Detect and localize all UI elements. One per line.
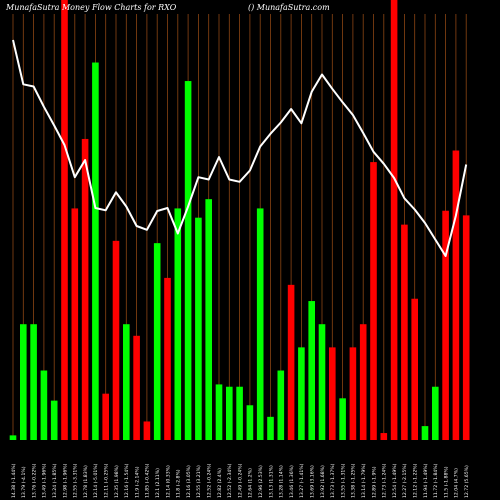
x-tick-label: 13.79 (-4.1%) bbox=[21, 466, 27, 498]
volume-bar bbox=[442, 210, 449, 440]
x-tick-label: 11.9 (-2.14%) bbox=[134, 466, 140, 498]
volume-bar bbox=[287, 284, 295, 440]
volume-bar bbox=[174, 208, 182, 440]
volume-bar bbox=[359, 324, 367, 440]
x-tick-label: 11.5 (-1.88%) bbox=[443, 466, 449, 498]
x-tick-label: 13.28 (1.14%) bbox=[279, 465, 285, 498]
volume-bar bbox=[205, 199, 212, 440]
site-credit: () MunafaSutra.com bbox=[248, 3, 330, 12]
volume-bar bbox=[81, 138, 89, 440]
x-tick-label: 13.46 (1.36%) bbox=[289, 465, 295, 498]
x-tick-label: 12.89 (-1.9%) bbox=[371, 466, 377, 498]
x-tick-label: 12.55 (-3.31%) bbox=[73, 463, 79, 498]
x-tick-label: 12.82 (2.4%) bbox=[217, 468, 223, 498]
price-line bbox=[12, 39, 468, 257]
x-tick-label: 12.98 (-1.96%) bbox=[62, 463, 68, 498]
x-tick-label: 11.94 (-1.49%) bbox=[423, 463, 429, 498]
x-tick-label: 12.78 (1.83%) bbox=[83, 465, 89, 498]
x-tick-labels: 14.38 (-1.44%) 13.79 (-4.1%) 13.76 (-0.22%… bbox=[11, 463, 470, 498]
volume-bar bbox=[30, 324, 37, 440]
x-tick-label: 13.13 (1.31%) bbox=[268, 465, 274, 498]
x-tick-label: 13.49 (-1.96%) bbox=[42, 463, 48, 498]
volume-bar bbox=[339, 398, 346, 440]
volume-bar bbox=[184, 81, 192, 440]
x-tick-label: 12.16 (3.05%) bbox=[186, 465, 192, 498]
volume-bar bbox=[123, 324, 130, 440]
volume-bar bbox=[432, 386, 439, 440]
volume-bar bbox=[411, 298, 418, 440]
volume-bar bbox=[236, 386, 243, 440]
volume-bar bbox=[298, 347, 305, 440]
x-tick-label: 11.72 (-1.84%) bbox=[433, 463, 439, 498]
volume-bar bbox=[329, 347, 336, 440]
x-tick-label: 13.55 (-1.31%) bbox=[340, 463, 346, 498]
volume-bar bbox=[380, 433, 388, 440]
volume-bar bbox=[61, 0, 68, 440]
volume-bar bbox=[370, 162, 377, 440]
volume-bars bbox=[9, 0, 470, 441]
volume-bar bbox=[421, 426, 429, 440]
volume-bar bbox=[40, 370, 48, 440]
chart-title: MunafaSutra Money Flow Charts for RXO bbox=[5, 3, 177, 12]
volume-bar bbox=[462, 215, 470, 440]
volume-bar bbox=[215, 384, 223, 440]
volume-bar bbox=[308, 301, 315, 440]
volume-bar bbox=[20, 324, 27, 440]
volume-bar bbox=[133, 335, 140, 440]
volume-bar bbox=[92, 62, 99, 441]
volume-bar bbox=[102, 393, 109, 440]
x-tick-label: 12.04 (4.7%) bbox=[454, 468, 460, 498]
x-tick-label: 13.38 (-1.25%) bbox=[351, 463, 357, 498]
x-tick-label: 12.35 (1.98%) bbox=[114, 465, 120, 498]
x-tick-label: 12.73 (-1.24%) bbox=[382, 463, 388, 498]
x-tick-label: 13.92 (1.68%) bbox=[320, 465, 326, 498]
volume-bar bbox=[277, 370, 285, 440]
x-tick-label: 12.52 (-2.34%) bbox=[227, 463, 233, 498]
x-tick-label: 11.85 (-0.42%) bbox=[145, 463, 151, 498]
x-tick-label: 12.52 (-0.24%) bbox=[207, 463, 213, 498]
volume-bar bbox=[267, 416, 274, 440]
volume-bar bbox=[401, 224, 408, 440]
x-tick-label: 11.8 (-2.8%) bbox=[176, 469, 182, 498]
x-tick-label: 12.72 (5.65%) bbox=[464, 465, 470, 498]
x-tick-label: 12.54 (-1.49%) bbox=[392, 463, 398, 498]
volume-bar bbox=[112, 240, 120, 440]
volume-bar bbox=[164, 277, 171, 440]
x-tick-label: 13.69 (3.16%) bbox=[310, 465, 316, 498]
x-tick-label: 14.38 (-1.44%) bbox=[11, 463, 17, 498]
x-tick-label: 13.14 (-1.79%) bbox=[361, 463, 367, 498]
x-tick-label: 12.12 (-1.22%) bbox=[413, 463, 419, 498]
volume-bar bbox=[50, 400, 58, 440]
x-tick-label: 13.27 (-1.41%) bbox=[299, 463, 305, 498]
x-tick-label: 12.11 (-0.25%) bbox=[104, 463, 110, 498]
volume-bar bbox=[452, 150, 460, 441]
volume-bar bbox=[246, 405, 254, 440]
volume-bar bbox=[143, 421, 151, 440]
volume-bar bbox=[349, 347, 357, 440]
volume-bar bbox=[226, 386, 233, 440]
volume-bar bbox=[256, 208, 264, 440]
x-tick-label: 12.64 (1.2%) bbox=[248, 468, 254, 498]
x-tick-label: 13.73 (-1.37%) bbox=[330, 463, 336, 498]
volume-bar bbox=[71, 208, 79, 440]
x-tick-label: 12.49 (-0.24%) bbox=[237, 463, 243, 498]
x-tick-label: 12.96 (2.53%) bbox=[258, 465, 264, 498]
volume-bar bbox=[9, 435, 17, 440]
volume-bar bbox=[153, 243, 161, 440]
x-tick-label: 12.14 (-5.01%) bbox=[93, 463, 99, 498]
x-tick-label: 12.1 (2.11%) bbox=[155, 468, 161, 498]
volume-bar bbox=[195, 217, 202, 440]
volume-bar bbox=[318, 324, 326, 440]
x-tick-label: 12.55 (3.21%) bbox=[196, 465, 202, 498]
x-tick-label: 12.14 (0.33%) bbox=[165, 465, 171, 498]
x-tick-label: 12.16 (-1.54%) bbox=[124, 463, 130, 498]
x-tick-label: 13.24 (-1.85%) bbox=[52, 463, 58, 498]
volume-bar bbox=[390, 0, 398, 440]
x-tick-label: 12.27 (-2.15%) bbox=[402, 463, 408, 498]
x-tick-label: 13.76 (-0.22%) bbox=[31, 463, 37, 498]
